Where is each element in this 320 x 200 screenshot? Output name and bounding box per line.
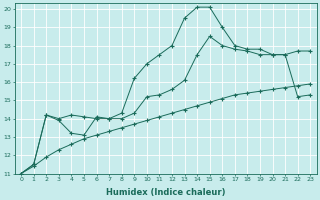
X-axis label: Humidex (Indice chaleur): Humidex (Indice chaleur) [106,188,225,197]
